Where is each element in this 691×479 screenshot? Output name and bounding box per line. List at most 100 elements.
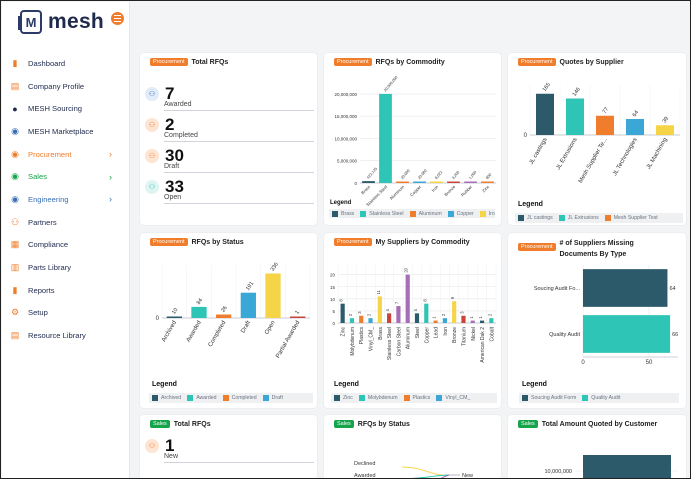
legend-item[interactable]: Copper <box>447 210 474 217</box>
legend-item[interactable]: Mesh Supplier Test <box>604 215 658 221</box>
legend-item[interactable]: Archived <box>152 395 181 401</box>
bar[interactable] <box>470 320 475 323</box>
legend-item[interactable]: Soucing Audit Form <box>522 395 576 401</box>
data-label: 800 <box>485 173 492 180</box>
sidebar-item-mesh-sourcing[interactable]: ● MESH Sourcing <box>2 97 130 120</box>
sidebar-item-procurement[interactable]: ◉ Procurement › <box>2 143 130 166</box>
legend-label: Draft <box>271 395 283 401</box>
legend-item[interactable]: Aluminum <box>409 210 442 217</box>
bar[interactable] <box>396 181 409 184</box>
sidebar-item-sales[interactable]: ◉ Sales › <box>2 165 130 188</box>
bar[interactable] <box>424 303 429 323</box>
legend-item[interactable]: JL castings <box>518 215 553 221</box>
legend-item[interactable]: Draft <box>262 395 283 401</box>
legend-item[interactable]: Stainless Steel <box>360 210 404 217</box>
sidebar-item-setup[interactable]: ⚙ Setup <box>2 302 130 325</box>
bar[interactable] <box>166 316 182 319</box>
amount-bar[interactable] <box>583 455 671 479</box>
bar[interactable] <box>596 115 614 135</box>
sidebar-item-reports[interactable]: ▮ Reports <box>2 279 130 302</box>
sidebar-item-dashboard[interactable]: ▮ Dashboard <box>2 52 130 75</box>
bar[interactable] <box>359 315 364 323</box>
bar[interactable] <box>396 306 401 323</box>
bar[interactable] <box>583 315 671 353</box>
bar[interactable] <box>290 316 306 319</box>
bar[interactable] <box>461 315 466 323</box>
bar[interactable] <box>566 98 584 136</box>
bar[interactable] <box>489 318 494 323</box>
bar[interactable] <box>464 181 477 184</box>
legend-item[interactable]: Zinc <box>334 395 353 401</box>
bar[interactable] <box>447 181 460 184</box>
sidebar-item-parts-library[interactable]: ▥ Parts Library <box>2 256 130 279</box>
x-tick-label: Partial Awarded <box>275 320 301 359</box>
bar[interactable] <box>481 181 494 184</box>
legend-item[interactable]: Completed <box>222 395 257 401</box>
legend-item[interactable]: Awarded <box>187 395 217 401</box>
logo-text: mesh <box>48 10 105 33</box>
bar[interactable] <box>362 181 375 183</box>
x-tick-label: Copper <box>409 184 423 198</box>
bar[interactable] <box>626 119 644 135</box>
bar[interactable] <box>216 314 232 318</box>
bar[interactable] <box>656 125 674 135</box>
legend-item[interactable]: Brass <box>332 210 354 217</box>
legend-item[interactable]: Iron <box>479 210 495 217</box>
chevron-right-icon[interactable]: › <box>109 194 112 205</box>
bar[interactable] <box>414 313 420 323</box>
legend-item[interactable]: JL Extrusions <box>558 215 599 221</box>
bar[interactable] <box>405 274 410 323</box>
stat-value: 33 <box>165 177 184 196</box>
bar[interactable] <box>379 93 392 183</box>
bar[interactable] <box>387 313 392 323</box>
stat-open[interactable]: ⚇ 33 <box>145 178 184 195</box>
bar[interactable] <box>430 181 443 184</box>
card-title: Total Amount Quoted by Customer <box>541 420 658 428</box>
brand-logo[interactable]: M mesh <box>18 10 105 34</box>
sidebar-item-label: MESH Marketplace <box>28 126 94 136</box>
legend-item[interactable]: Molybdenum <box>358 395 398 401</box>
bar[interactable] <box>368 318 373 323</box>
chevron-right-icon[interactable]: › <box>109 149 112 160</box>
sidebar-item-engineering[interactable]: ◉ Engineering › <box>2 188 130 211</box>
stat-draft[interactable]: ⚇ 30 <box>145 147 184 164</box>
stat-label: Open <box>164 194 182 201</box>
bar[interactable] <box>413 181 426 184</box>
bar[interactable] <box>265 273 281 318</box>
menu-toggle-button[interactable] <box>111 12 124 25</box>
compliance-icon: ▦ <box>10 239 20 250</box>
legend-item[interactable]: Quality Audit <box>582 395 620 401</box>
legend-swatch <box>604 215 611 221</box>
stat-awarded[interactable]: ⚇ 7 <box>145 85 174 102</box>
x-tick-label: Molybdenum <box>350 327 356 356</box>
sidebar-item-mesh-marketplace[interactable]: ◉ MESH Marketplace <box>2 120 130 143</box>
y-tick-label: 0 <box>524 133 528 139</box>
bar[interactable] <box>349 318 355 323</box>
bar[interactable] <box>479 320 485 323</box>
stat-completed[interactable]: ⚇ 2 <box>145 116 174 133</box>
rfqs-by-commodity-chart: 0 5,000,000 10,000,000 15,000,000 20,000,000… <box>334 75 496 207</box>
legend-label: Soucing Audit Form <box>531 395 577 401</box>
flow-line <box>440 474 450 478</box>
sidebar-item-partners[interactable]: ⚇ Partners <box>2 211 130 234</box>
sidebar-item-company-profile[interactable]: ▤ Company Profile <box>2 75 130 98</box>
bar[interactable] <box>433 320 438 323</box>
sidebar-item-resource-library[interactable]: ▤ Resource Library <box>2 324 130 347</box>
chevron-right-icon[interactable]: › <box>109 171 112 182</box>
bar[interactable] <box>583 269 668 307</box>
bar[interactable] <box>340 303 345 323</box>
card-title: Quotes by Supplier <box>559 58 624 66</box>
draft-icon: ⚇ <box>145 148 159 163</box>
bar[interactable] <box>191 306 207 318</box>
bar[interactable] <box>452 301 457 323</box>
bar[interactable] <box>442 318 447 323</box>
sidebar-item-compliance[interactable]: ▦ Compliance <box>2 234 130 257</box>
legend-item[interactable]: Plastics <box>403 395 430 401</box>
legend-item[interactable]: Vinyl_CM_ <box>436 395 470 401</box>
bar[interactable] <box>536 93 554 135</box>
stat-new[interactable]: ⚇ 1 <box>145 437 174 454</box>
bar[interactable] <box>240 292 256 318</box>
x-tick-label: Titanium <box>461 327 467 346</box>
bar[interactable] <box>377 296 382 323</box>
data-label: 422,125 <box>366 167 378 180</box>
